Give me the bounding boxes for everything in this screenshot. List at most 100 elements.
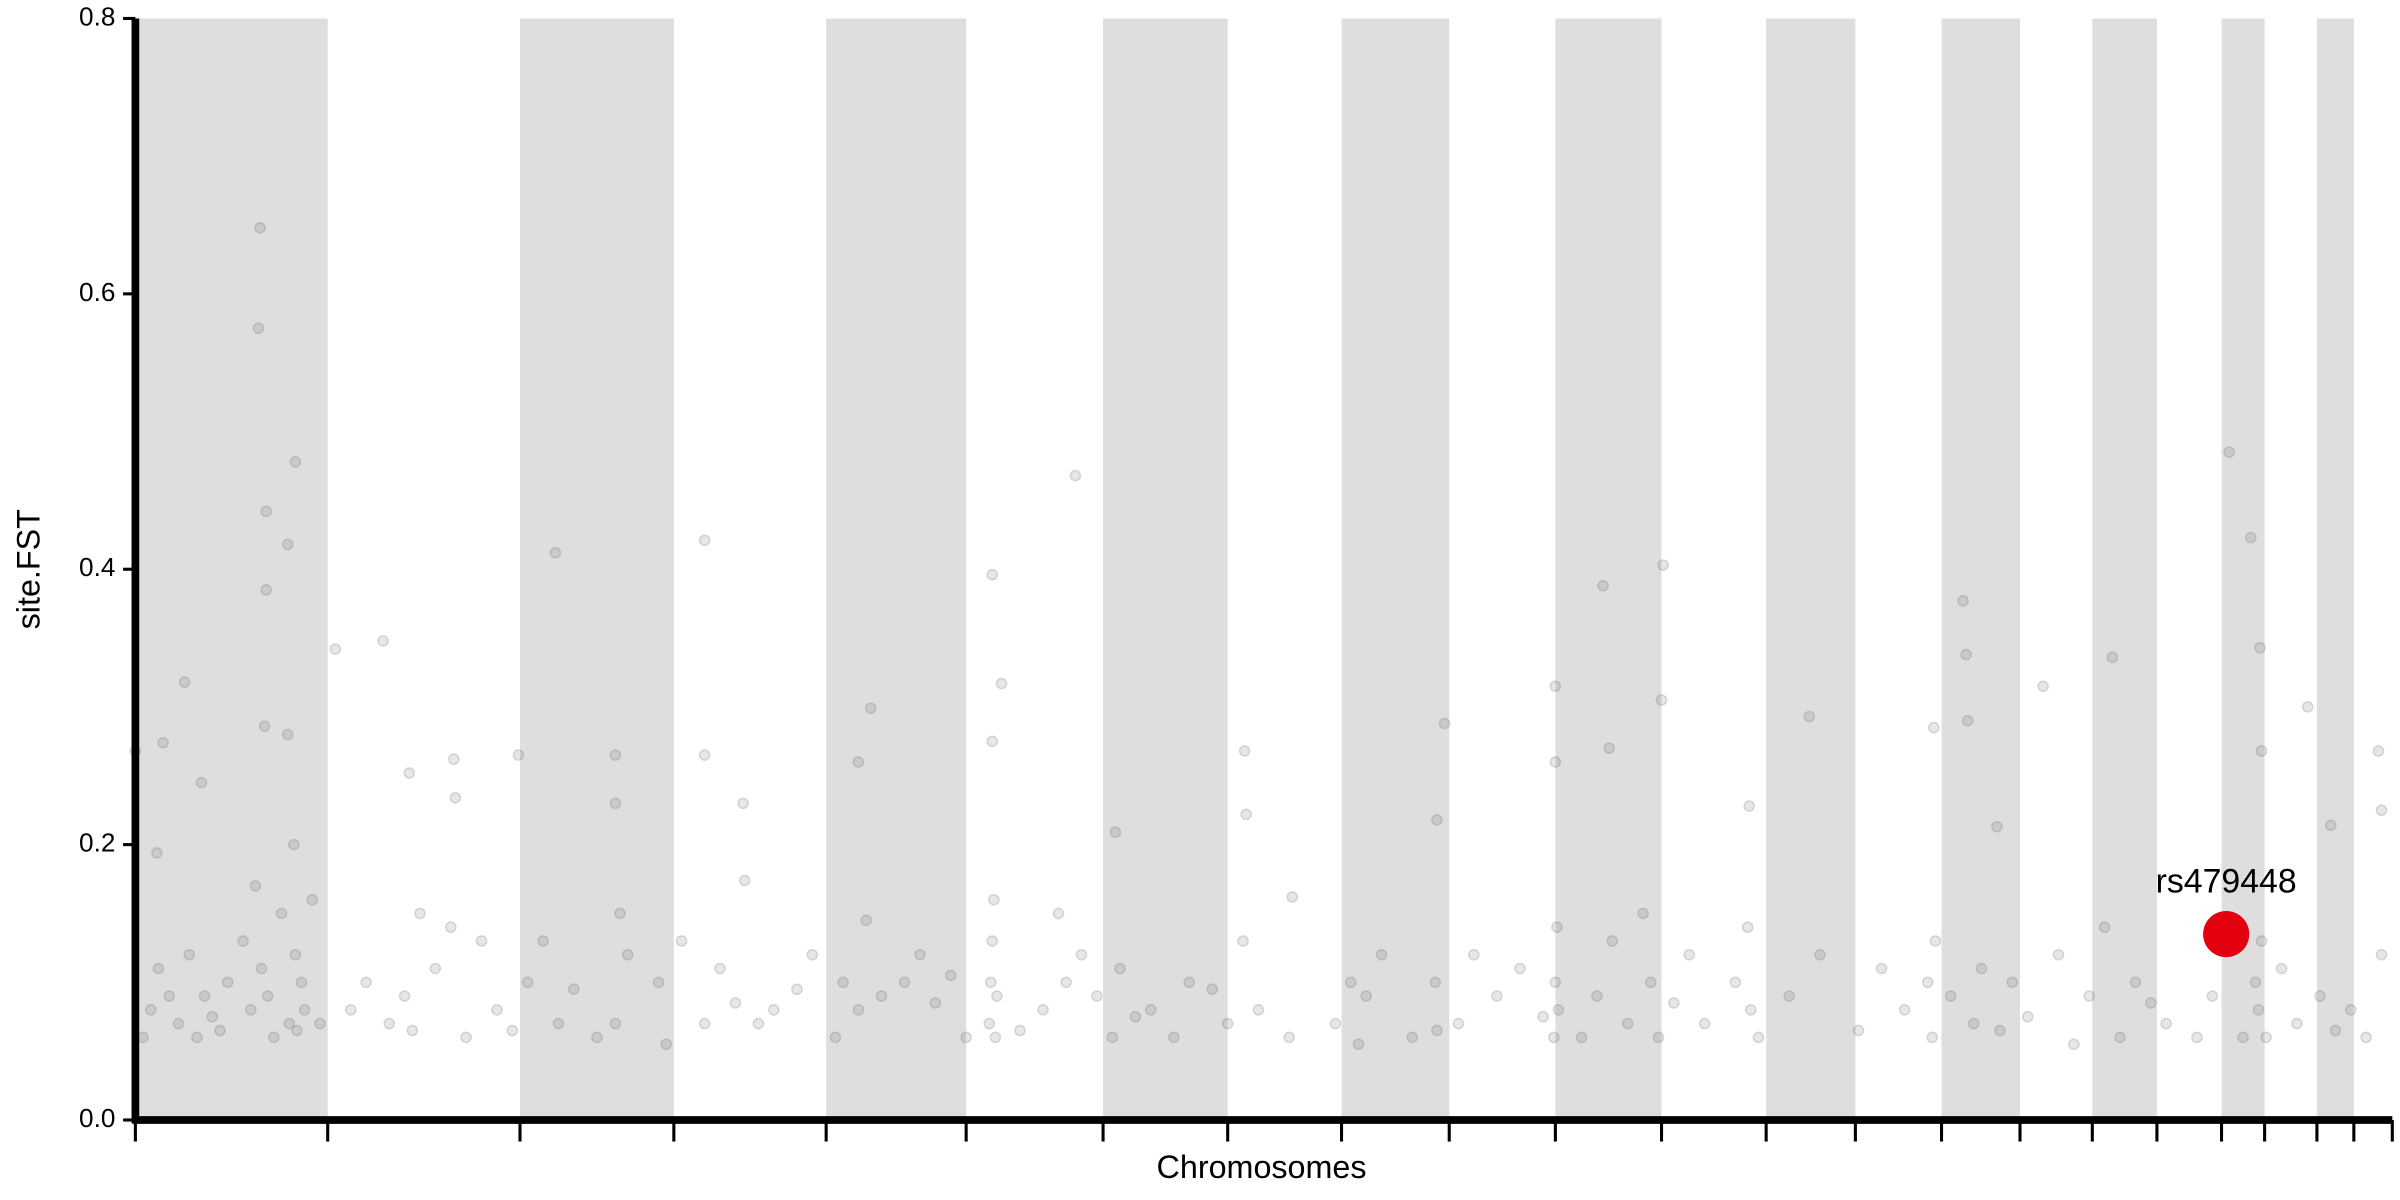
y-tick-label: 0.2: [79, 828, 115, 858]
data-point: [281, 728, 294, 741]
data-point: [1240, 808, 1253, 821]
data-point: [1944, 990, 1957, 1002]
data-point: [914, 948, 926, 961]
data-point: [144, 1004, 157, 1016]
chromosome-band: [1941, 18, 2020, 1120]
data-point: [206, 1010, 219, 1023]
data-point: [2144, 997, 2157, 1009]
chromosome-band: [2092, 18, 2157, 1120]
data-point: [137, 1031, 149, 1044]
data-point: [289, 455, 302, 468]
data-point: [1075, 948, 1088, 961]
data-point: [1957, 595, 1969, 607]
data-point: [1698, 1017, 1711, 1030]
data-point: [157, 736, 169, 749]
data-point: [2255, 745, 2268, 757]
data-point: [448, 753, 460, 766]
data-point: [1537, 1010, 1549, 1023]
data-point: [2160, 1017, 2172, 1030]
data-point: [1060, 976, 1073, 989]
data-point: [1014, 1024, 1026, 1037]
data-point: [1329, 1017, 1342, 1030]
data-point: [829, 1031, 842, 1044]
data-point: [2375, 948, 2388, 961]
data-point: [1206, 983, 1219, 996]
data-point: [1549, 680, 1562, 693]
data-point: [2372, 745, 2385, 757]
data-point: [191, 1031, 203, 1044]
data-point: [260, 505, 272, 518]
data-point: [260, 584, 272, 596]
data-point: [1729, 976, 1742, 989]
data-point: [163, 990, 176, 1002]
data-point: [506, 1024, 519, 1037]
data-point: [698, 1017, 711, 1030]
y-tick-label: 0.0: [79, 1103, 115, 1133]
data-point: [1926, 1031, 1939, 1044]
data-point: [512, 749, 525, 761]
data-point: [2191, 1031, 2203, 1044]
data-point: [549, 546, 562, 559]
data-point: [2249, 976, 2262, 989]
data-point: [198, 990, 211, 1002]
y-tick-label: 0.8: [79, 1, 115, 31]
data-point: [398, 990, 411, 1002]
data-point: [2083, 990, 2096, 1002]
data-point: [1744, 1004, 1757, 1016]
data-point: [298, 1004, 311, 1016]
data-point: [244, 1004, 257, 1016]
data-point: [1994, 1024, 2006, 1037]
data-point: [752, 1017, 765, 1030]
data-point: [2344, 1004, 2357, 1016]
data-point: [737, 797, 749, 810]
data-point: [698, 749, 711, 761]
data-point: [178, 676, 191, 688]
data-point: [1375, 948, 1388, 961]
data-point: [983, 1017, 996, 1030]
data-point: [988, 893, 1000, 906]
chromosome-band: [1555, 18, 1662, 1120]
data-point: [2360, 1031, 2372, 1044]
data-point: [1929, 935, 1942, 947]
data-point: [2021, 1010, 2034, 1023]
data-point: [444, 921, 457, 934]
data-point: [1144, 1004, 1157, 1016]
data-point: [1360, 990, 1373, 1002]
data-point: [675, 935, 688, 947]
data-point: [258, 720, 271, 733]
data-point: [291, 1024, 303, 1037]
data-point: [1783, 990, 1796, 1002]
data-point: [738, 874, 751, 887]
data-point: [403, 767, 416, 779]
data-point: [1652, 1031, 1665, 1044]
data-point: [1286, 891, 1299, 903]
data-point: [306, 893, 319, 906]
highlight-label: rs479448: [2156, 862, 2297, 900]
data-point: [521, 976, 534, 989]
data-point: [609, 749, 622, 761]
data-point: [986, 735, 999, 748]
data-point: [2114, 1031, 2126, 1044]
data-point: [1168, 1031, 1180, 1044]
data-point: [568, 983, 580, 996]
data-point: [449, 791, 462, 804]
data-point: [1621, 1017, 1634, 1030]
data-point: [2129, 976, 2142, 989]
chromosome-band: [135, 18, 328, 1120]
data-point: [1037, 1004, 1049, 1016]
data-point: [1960, 648, 1972, 661]
data-point: [2329, 1024, 2342, 1037]
chromosome-band: [1766, 18, 1856, 1120]
data-point: [614, 907, 626, 920]
data-point: [1975, 962, 1988, 975]
data-point: [875, 990, 888, 1002]
data-point: [1549, 756, 1562, 768]
data-point: [152, 962, 165, 975]
data-point: [768, 1004, 780, 1016]
data-point: [1644, 976, 1657, 989]
data-point: [2375, 804, 2388, 817]
data-point: [960, 1031, 973, 1044]
data-point: [237, 935, 249, 947]
data-point: [1106, 1031, 1119, 1044]
data-point: [1655, 694, 1668, 706]
